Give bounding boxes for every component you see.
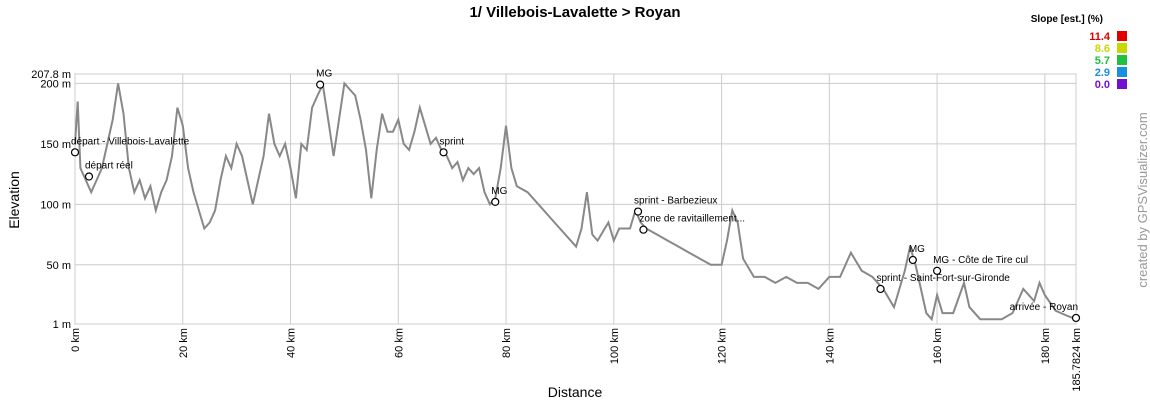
legend-label: 8.6 xyxy=(1095,43,1110,55)
waypoint-marker xyxy=(639,225,648,234)
waypoint-label: sprint xyxy=(440,136,465,147)
waypoint-marker xyxy=(84,172,94,181)
waypoint-label: sprint - Saint-Fort-sur-Gironde xyxy=(877,273,1011,284)
waypoint-label: zone de ravitaillement... xyxy=(639,214,745,225)
y-tick-label: 50 m xyxy=(47,260,71,272)
waypoint-label: MG xyxy=(491,186,507,197)
elevation-line xyxy=(74,81,1077,322)
x-tick-label: 140 km xyxy=(824,328,836,364)
waypoint-label: MG xyxy=(909,244,925,255)
waypoint-marker xyxy=(1071,313,1081,323)
legend-label: 5.7 xyxy=(1095,55,1110,67)
legend-swatch xyxy=(1117,67,1127,77)
legend-swatch xyxy=(1117,55,1127,65)
x-tick-label: 180 km xyxy=(1040,328,1052,364)
legend-label: 2.9 xyxy=(1095,67,1110,79)
y-tick-label: 207.8 m xyxy=(31,69,71,81)
y-tick-label: 200 m xyxy=(40,78,71,90)
legend-swatch xyxy=(1117,79,1127,89)
x-tick-label: 0 km xyxy=(70,328,82,352)
waypoint-marker xyxy=(316,80,325,89)
y-axis-label: Elevation xyxy=(6,171,22,229)
y-tick-label: 1 m xyxy=(53,319,71,331)
waypoint-marker xyxy=(876,284,885,294)
x-tick-label: 80 km xyxy=(501,328,513,358)
legend-swatch xyxy=(1117,31,1127,41)
y-tick-label: 100 m xyxy=(40,199,71,211)
chart-title: 1/ Villebois-Lavalette > Royan xyxy=(469,4,680,21)
plot-area xyxy=(74,73,1077,325)
y-tick-label: 150 m xyxy=(40,139,71,151)
x-axis-label: Distance xyxy=(548,384,603,400)
waypoint-marker xyxy=(932,266,942,275)
waypoint-label: MG - Côte de Tire cul xyxy=(933,255,1028,266)
waypoint-marker xyxy=(70,148,80,157)
x-tick-label: 20 km xyxy=(178,328,190,358)
legend-label: 0.0 xyxy=(1095,79,1110,91)
waypoint-label: départ - Villebois-Lavalette xyxy=(71,136,190,147)
x-tick-label: 120 km xyxy=(717,328,729,364)
x-tick-label: 100 km xyxy=(609,328,621,364)
x-tick-label: 185.7824 km xyxy=(1071,328,1083,392)
waypoint-marker xyxy=(439,148,448,157)
credit: created by GPSVisualizer.com xyxy=(1135,112,1150,287)
x-tick-label: 60 km xyxy=(393,328,405,358)
waypoint-label: arrivée - Royan xyxy=(1010,302,1078,313)
waypoint-marker xyxy=(908,255,917,265)
waypoint-label: départ réel xyxy=(85,161,133,172)
x-tick-label: 160 km xyxy=(932,328,944,364)
waypoint-marker xyxy=(491,197,500,207)
legend-title: Slope [est.] (%) xyxy=(1031,14,1103,25)
waypoint-label: MG xyxy=(316,69,332,80)
x-tick-label: 40 km xyxy=(286,328,298,358)
waypoint-label: sprint - Barbezieux xyxy=(634,196,717,207)
legend-swatch xyxy=(1117,43,1127,53)
legend-label: 11.4 xyxy=(1089,31,1111,43)
waypoint-marker xyxy=(633,207,643,216)
